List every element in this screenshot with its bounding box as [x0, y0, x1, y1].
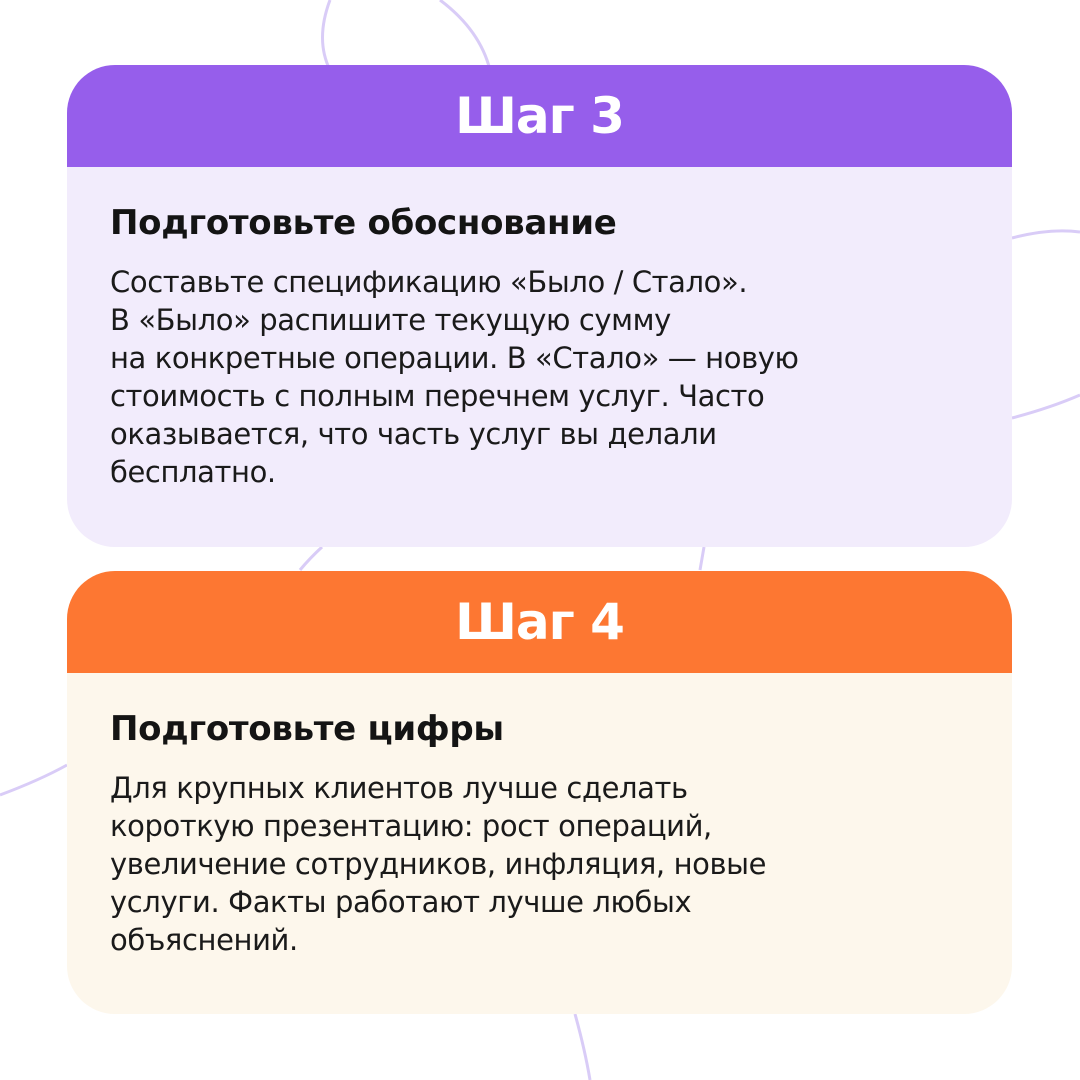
step-3-text: Составьте спецификацию «Было / Стало». В…	[110, 263, 969, 491]
step-4-title: Подготовьте цифры	[110, 709, 504, 749]
step-4-header: Шаг 4	[67, 571, 1012, 673]
text-line: стоимость с полным перечнем услуг. Часто	[110, 379, 765, 413]
step-3-title: Подготовьте обоснование	[110, 203, 617, 243]
step-3-card: Шаг 3 Подготовьте обоснование Составьте …	[67, 65, 1012, 547]
text-line: объяснений.	[110, 923, 298, 957]
step-3-header: Шаг 3	[67, 65, 1012, 167]
text-line: Составьте спецификацию «Было / Стало».	[110, 265, 748, 299]
step-4-label: Шаг 4	[455, 593, 625, 651]
text-line: короткую презентацию: рост операций,	[110, 809, 712, 843]
text-line: на конкретные операции. В «Стало» — нову…	[110, 341, 799, 375]
step-4-card: Шаг 4 Подготовьте цифры Для крупных клие…	[67, 571, 1012, 1014]
text-line: В «Было» распишите текущую сумму	[110, 303, 671, 337]
text-line: увеличение сотрудников, инфляция, новые	[110, 847, 767, 881]
step-3-label: Шаг 3	[455, 87, 625, 145]
text-line: бесплатно.	[110, 455, 276, 489]
step-4-text: Для крупных клиентов лучше сделать корот…	[110, 769, 969, 959]
text-line: услуги. Факты работают лучше любых	[110, 885, 692, 919]
text-line: Для крупных клиентов лучше сделать	[110, 771, 688, 805]
text-line: оказывается, что часть услуг вы делали	[110, 417, 717, 451]
